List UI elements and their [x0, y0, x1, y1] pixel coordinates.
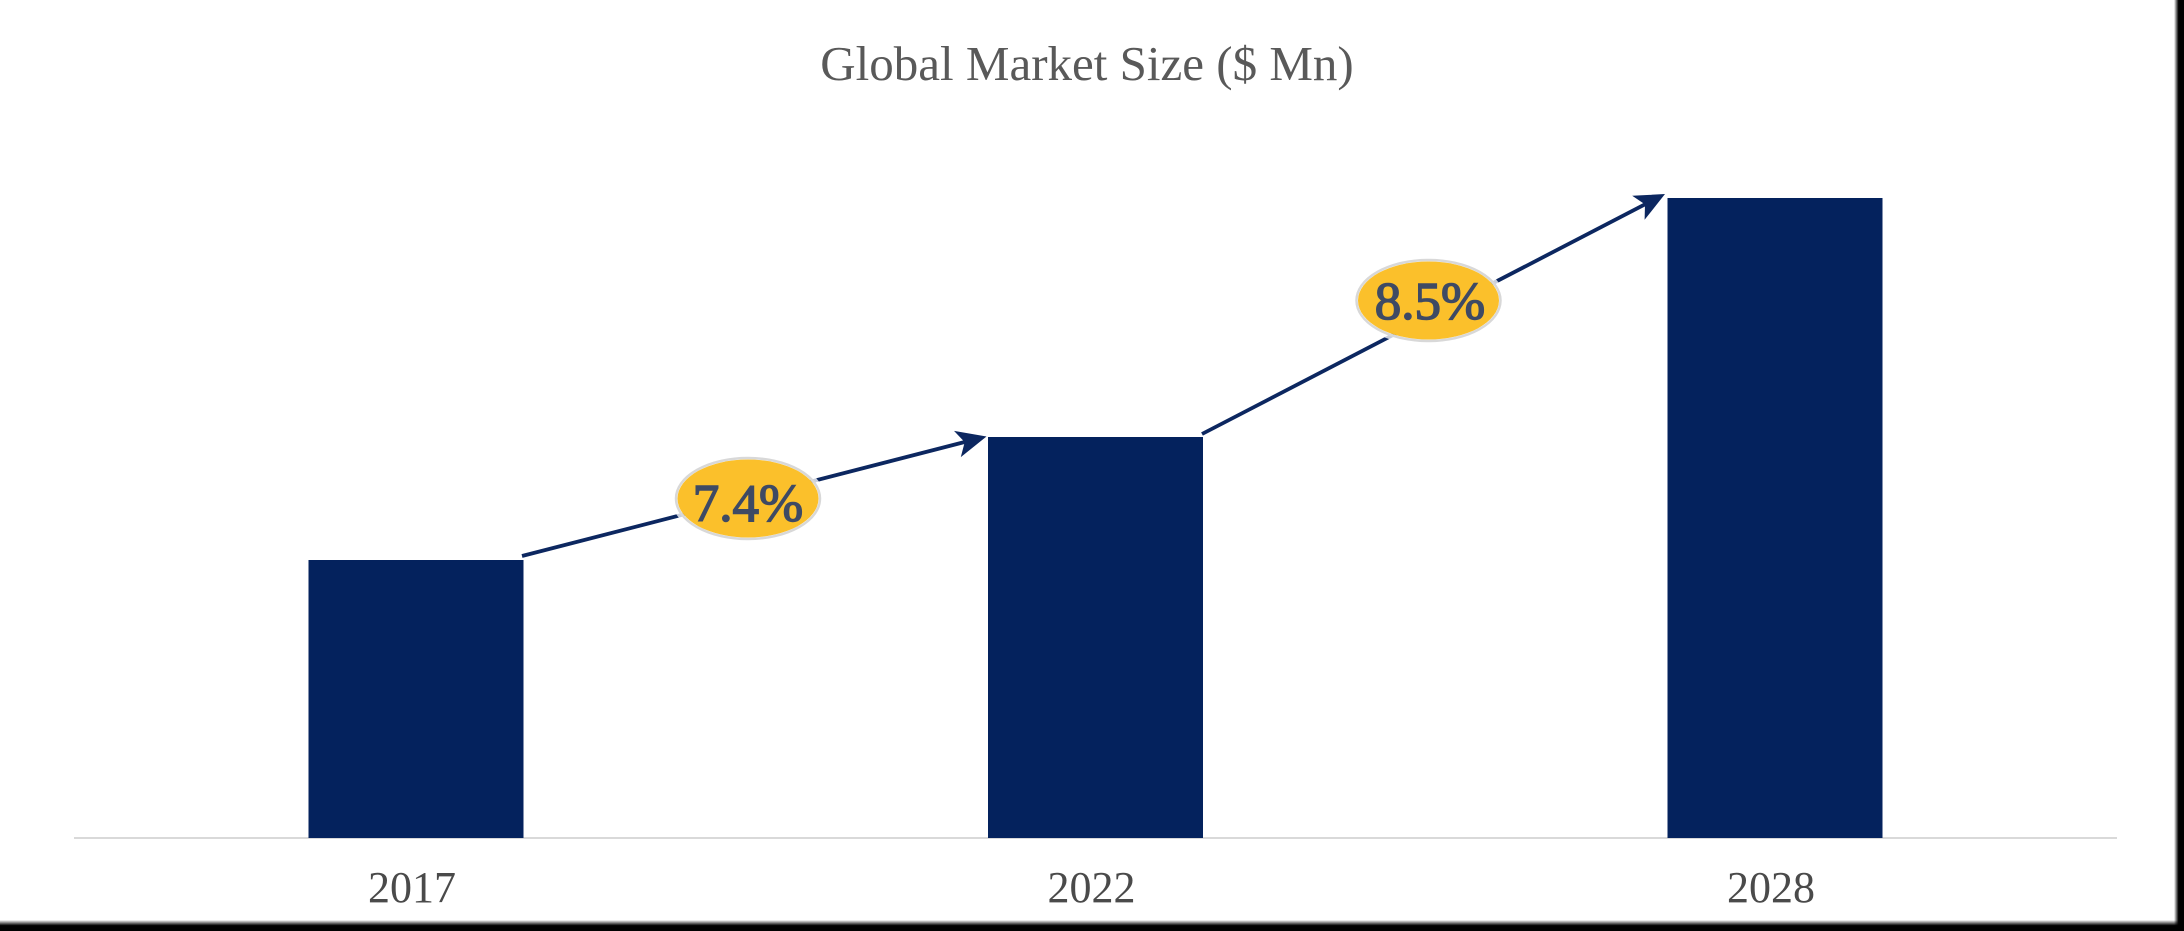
- svg-text:2028: 2028: [1727, 863, 1815, 912]
- svg-text:7.4%: 7.4%: [693, 475, 803, 533]
- svg-text:Global Market Size ($ Mn): Global Market Size ($ Mn): [820, 36, 1353, 91]
- svg-text:8.5%: 8.5%: [1375, 273, 1485, 331]
- svg-text:2022: 2022: [1048, 863, 1136, 912]
- svg-text:2017: 2017: [368, 863, 456, 912]
